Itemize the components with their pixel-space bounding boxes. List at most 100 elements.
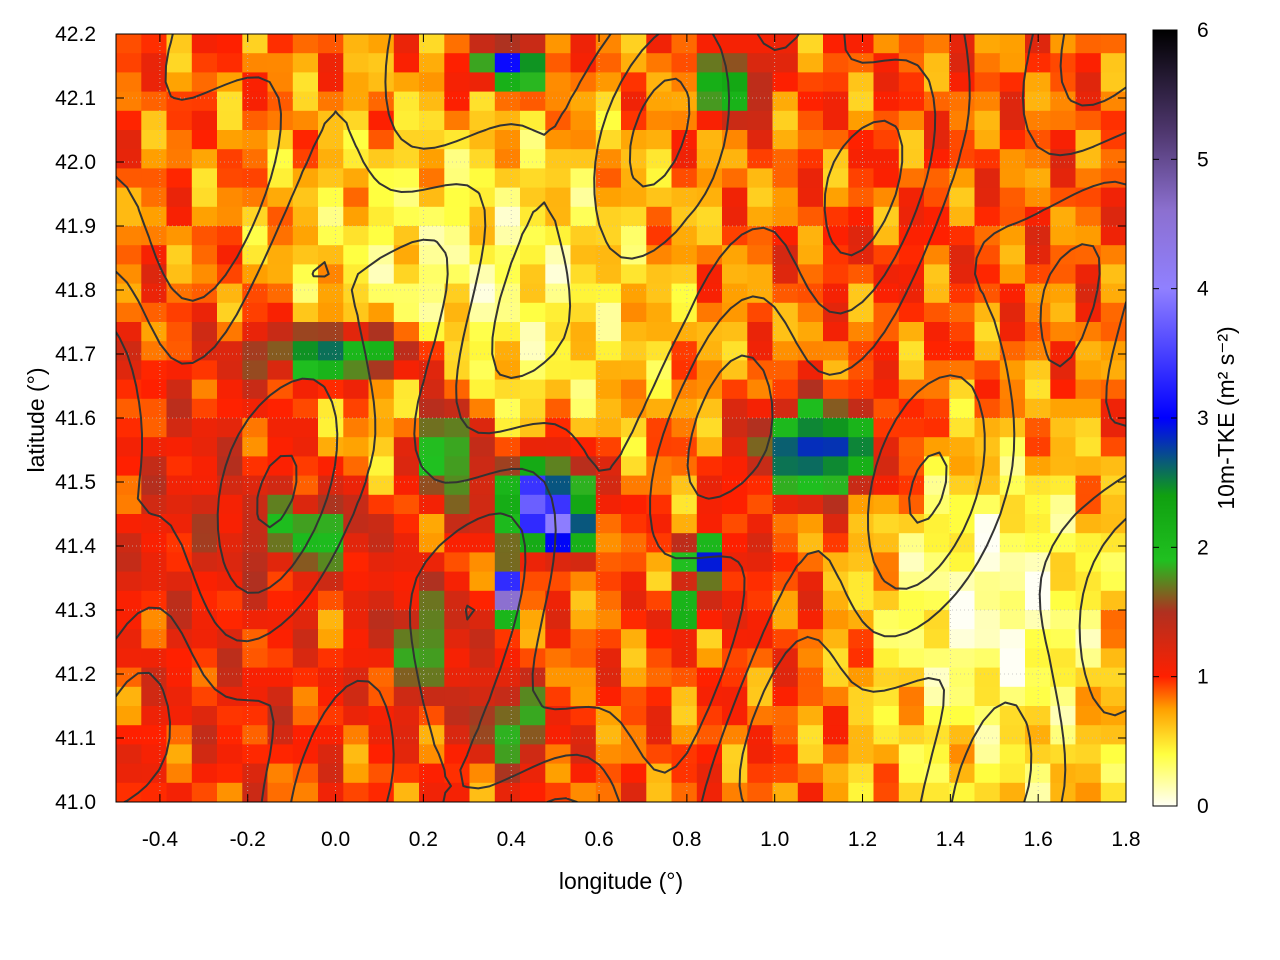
- heatmap-cell: [393, 686, 420, 707]
- heatmap-cell: [873, 91, 900, 112]
- heatmap-cell: [444, 667, 471, 688]
- heatmap-cell: [520, 110, 546, 131]
- heatmap-cell: [949, 302, 976, 323]
- heatmap-cell: [1100, 53, 1126, 73]
- heatmap-cell: [722, 648, 748, 669]
- heatmap-cell: [621, 283, 647, 304]
- heatmap-cell: [595, 34, 622, 54]
- heatmap-cell: [393, 168, 420, 189]
- heatmap-cell: [1100, 437, 1126, 457]
- heatmap-cell: [797, 456, 824, 477]
- heatmap-cell: [1100, 686, 1126, 707]
- heatmap-cell: [621, 206, 647, 227]
- heatmap-cell: [393, 53, 420, 73]
- heatmap-cell: [898, 744, 925, 765]
- heatmap-cell: [494, 72, 521, 93]
- heatmap-cell: [444, 514, 471, 534]
- heatmap-cell: [949, 245, 976, 265]
- heatmap-cell: [267, 34, 294, 54]
- heatmap-cell: [949, 475, 976, 496]
- heatmap-cell: [1025, 686, 1051, 707]
- x-tick-label: 1.8: [1111, 828, 1140, 851]
- heatmap-cell: [823, 226, 849, 246]
- heatmap-cell: [292, 110, 319, 131]
- heatmap-cell: [166, 206, 193, 227]
- heatmap-cell: [267, 744, 294, 765]
- heatmap-cell: [949, 283, 976, 304]
- heatmap-cell: [1075, 168, 1102, 189]
- heatmap-cell: [444, 456, 471, 477]
- heatmap-cell: [545, 302, 572, 323]
- heatmap-cell: [999, 686, 1026, 707]
- heatmap-cell: [671, 360, 698, 381]
- heatmap-cell: [848, 264, 875, 285]
- heatmap-cell: [1100, 360, 1126, 381]
- heatmap-cell: [595, 514, 622, 534]
- heatmap-cell: [974, 72, 1001, 93]
- heatmap-cell: [823, 110, 849, 131]
- heatmap-cell: [898, 206, 925, 227]
- heatmap-cell: [191, 322, 218, 342]
- heatmap-cell: [722, 130, 748, 150]
- heatmap-cell: [848, 283, 875, 304]
- heatmap-cell: [1025, 610, 1051, 630]
- heatmap-cell: [873, 72, 900, 93]
- heatmap-cell: [924, 302, 950, 323]
- heatmap-cell: [494, 418, 521, 438]
- heatmap-cell: [141, 130, 168, 150]
- heatmap-cell: [1100, 168, 1126, 189]
- heatmap-cell: [419, 418, 445, 438]
- y-tick-label: 41.9: [55, 215, 96, 238]
- heatmap-cell: [595, 398, 622, 419]
- heatmap-cell: [116, 706, 142, 726]
- heatmap-cell: [747, 379, 774, 400]
- heatmap-cell: [772, 763, 799, 784]
- heatmap-cell: [873, 514, 900, 534]
- heatmap-cell: [1025, 533, 1051, 553]
- heatmap-cell: [217, 302, 243, 323]
- heatmap-cell: [696, 667, 723, 688]
- heatmap-cell: [974, 610, 1001, 630]
- heatmap-cell: [191, 72, 218, 93]
- heatmap-cell: [570, 725, 597, 745]
- heatmap-cell: [797, 629, 824, 649]
- heatmap-cell: [494, 763, 521, 784]
- heatmap-cell: [419, 456, 445, 477]
- y-tick-label: 41.6: [55, 407, 96, 430]
- heatmap-cell: [848, 763, 875, 784]
- heatmap-cell: [999, 418, 1026, 438]
- heatmap-cell: [292, 322, 319, 342]
- heatmap-cell: [166, 763, 193, 784]
- heatmap-cell: [696, 187, 723, 208]
- heatmap-cell: [722, 398, 748, 419]
- heatmap-cell: [621, 648, 647, 669]
- heatmap-cell: [1050, 53, 1077, 73]
- heatmap-cell: [393, 706, 420, 726]
- heatmap-cell: [974, 494, 1001, 515]
- heatmap-cell: [696, 206, 723, 227]
- heatmap-cell: [444, 763, 471, 784]
- heatmap-cell: [217, 187, 243, 208]
- heatmap-cell: [621, 725, 647, 745]
- heatmap-cell: [242, 456, 269, 477]
- heatmap-cell: [141, 149, 168, 169]
- heatmap-cell: [494, 494, 521, 515]
- heatmap-cell: [217, 418, 243, 438]
- heatmap-cell: [924, 514, 950, 534]
- heatmap-cell: [393, 667, 420, 688]
- heatmap-cell: [469, 648, 496, 669]
- heatmap-cell: [1100, 667, 1126, 688]
- heatmap-cell: [1100, 398, 1126, 419]
- heatmap-cell: [242, 379, 269, 400]
- heatmap-cell: [974, 648, 1001, 669]
- heatmap-cell: [545, 456, 572, 477]
- heatmap-cell: [570, 686, 597, 707]
- heatmap-cell: [191, 686, 218, 707]
- heatmap-cell: [520, 149, 546, 169]
- heatmap-cell: [343, 590, 370, 611]
- heatmap-cell: [419, 514, 445, 534]
- heatmap-cell: [318, 629, 344, 649]
- heatmap-cell: [1100, 283, 1126, 304]
- heatmap-cell: [520, 245, 546, 265]
- heatmap-cell: [494, 571, 521, 592]
